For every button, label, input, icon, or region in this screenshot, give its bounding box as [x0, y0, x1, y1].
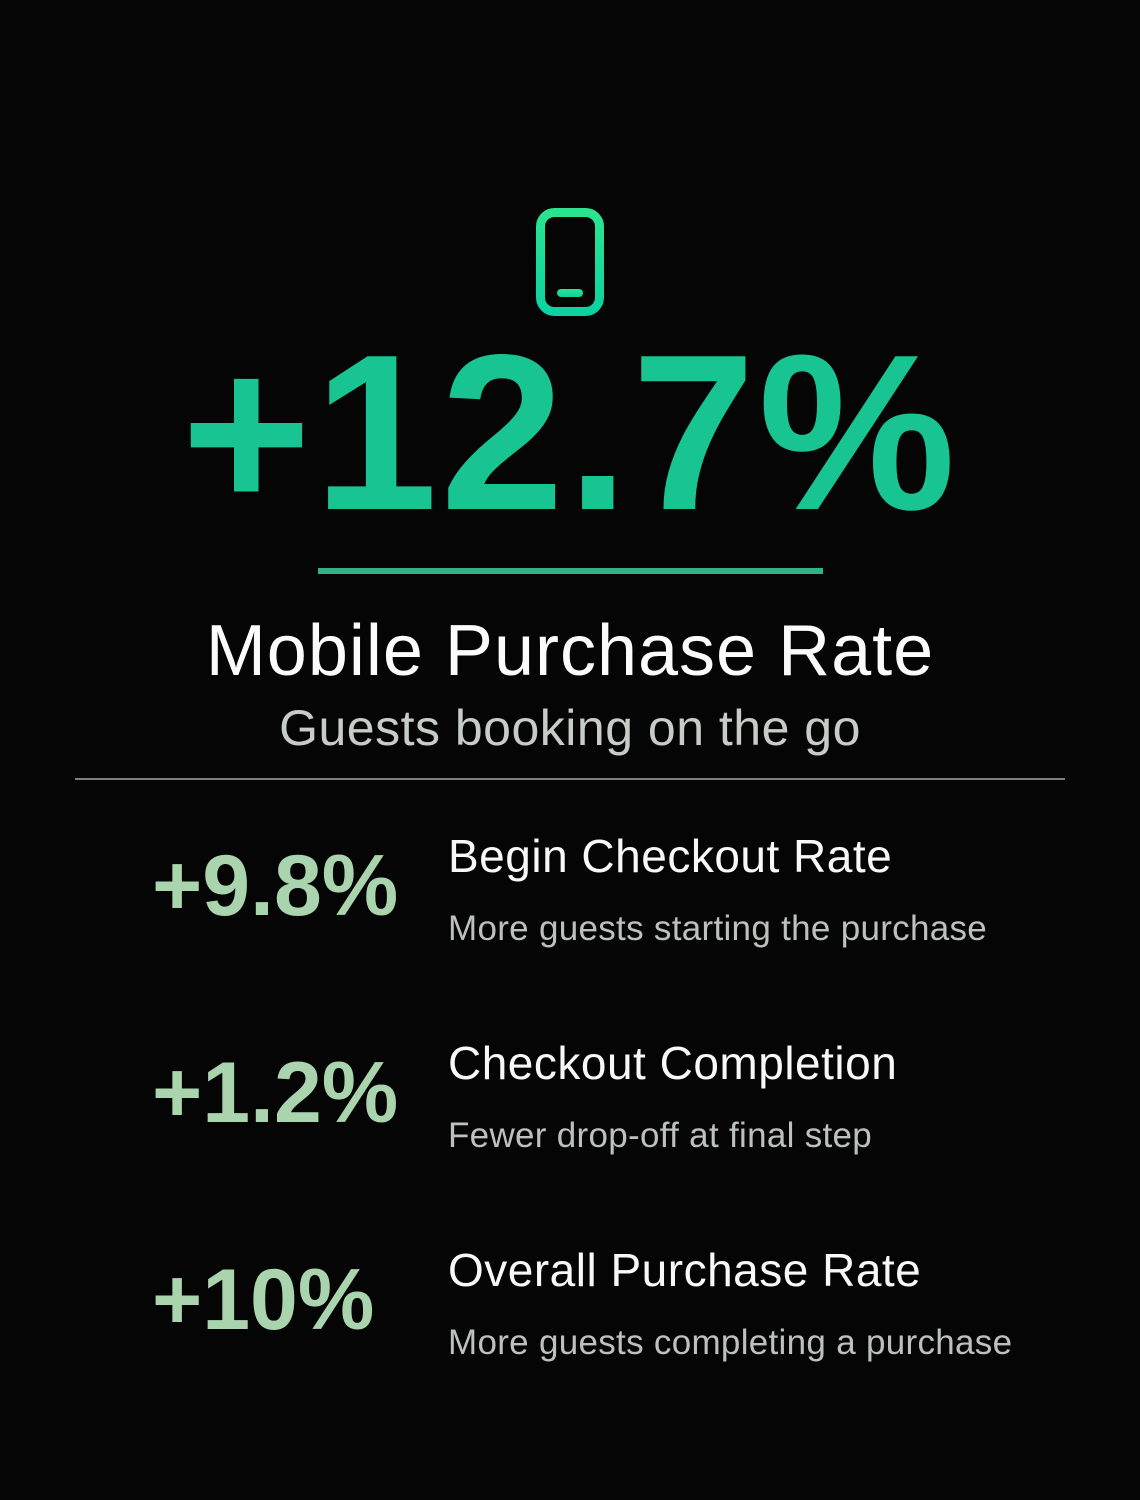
section-divider	[75, 778, 1065, 781]
smartphone-icon	[536, 208, 604, 316]
stat-label: Checkout Completion	[448, 1037, 898, 1090]
stat-description: Fewer drop-off at final step	[448, 1116, 873, 1156]
stat-row-begin-checkout: +9.8% Begin Checkout Rate More guests st…	[0, 830, 1140, 949]
stat-row-checkout-completion: +1.2% Checkout Completion Fewer drop-off…	[0, 1037, 1140, 1156]
stat-description: More guests completing a purchase	[448, 1323, 1013, 1363]
stat-label: Overall Purchase Rate	[448, 1244, 922, 1297]
hero-title: Mobile Purchase Rate	[205, 611, 935, 691]
stat-value: +10%	[152, 1252, 375, 1349]
stat-value: +9.8%	[152, 837, 399, 934]
stat-text: Overall Purchase Rate More guests comple…	[448, 1244, 1012, 1363]
stat-row-overall-purchase: +10% Overall Purchase Rate More guests c…	[0, 1244, 1140, 1363]
stats-list: +9.8% Begin Checkout Rate More guests st…	[0, 830, 1140, 1363]
stat-value: +1.2%	[152, 1044, 399, 1141]
stat-text: Checkout Completion Fewer drop-off at fi…	[448, 1037, 897, 1156]
hero-value: +12.7%	[181, 309, 959, 557]
stat-text: Begin Checkout Rate More guests starting…	[448, 830, 987, 949]
stat-label: Begin Checkout Rate	[448, 830, 893, 883]
stat-description: More guests starting the purchase	[448, 909, 988, 949]
hero-subtitle: Guests booking on the go	[279, 700, 861, 757]
hero-accent-underline	[317, 568, 823, 574]
